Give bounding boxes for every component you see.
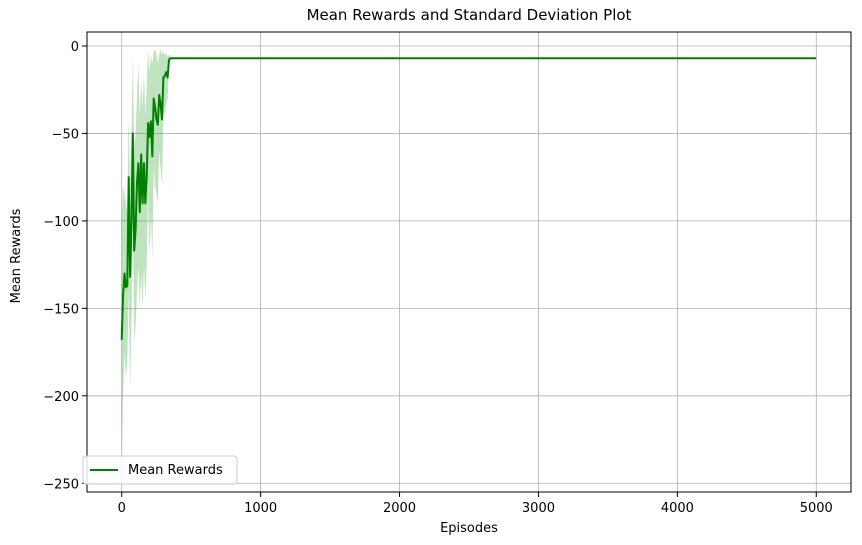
x-axis-title: Episodes <box>440 521 498 536</box>
series-lines <box>120 57 817 340</box>
y-tick-label: 0 <box>71 40 79 55</box>
std-band <box>121 49 817 466</box>
x-tick-label: 5000 <box>800 501 833 516</box>
legend: Mean Rewards <box>82 455 238 485</box>
y-tick-label: −200 <box>43 390 79 405</box>
x-tick-label: 1000 <box>244 501 277 516</box>
axis-ticks: 0 1000 2000 3000 4000 5000 0 −50 −100 −150 −200 −25… <box>43 40 833 516</box>
legend-box <box>82 455 238 485</box>
grid <box>87 32 851 492</box>
x-tick-label: 4000 <box>661 501 694 516</box>
x-tick-label: 0 <box>118 501 126 516</box>
y-axis-title: Mean Rewards <box>9 208 24 303</box>
mean-rewards-line <box>120 57 817 340</box>
std-band-area <box>121 49 817 466</box>
plot-frame <box>86 31 852 493</box>
y-tick-label: −50 <box>52 127 79 142</box>
chart-title: Mean Rewards and Standard Deviation Plot <box>307 6 632 24</box>
y-tick-label: −250 <box>43 477 79 492</box>
x-tick-label: 2000 <box>383 501 416 516</box>
x-tick-label: 3000 <box>522 501 555 516</box>
y-tick-label: −150 <box>43 302 79 317</box>
legend-label: Mean Rewards <box>128 463 223 478</box>
y-tick-label: −100 <box>43 215 79 230</box>
